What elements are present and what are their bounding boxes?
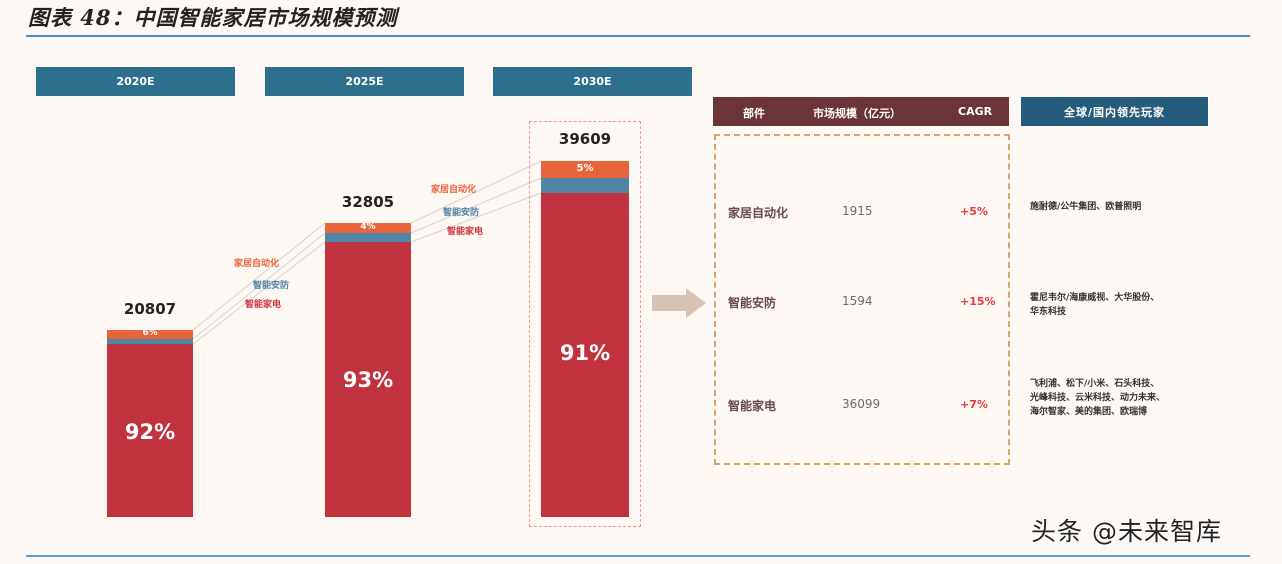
bar-2030: 5% 91% <box>541 161 629 517</box>
row-players: 霍尼韦尔/海康威视、大华股份、 华东科技 <box>1030 291 1230 319</box>
chart-title: 图表 48：中国智能家居市场规模预测 <box>28 5 398 30</box>
segment-smart-appliance <box>325 242 411 517</box>
players-line: 施耐德/公牛集团、欧普照明 <box>1030 202 1142 212</box>
callout-home-automation-2: 家居自动化 <box>431 185 477 195</box>
segment-smart-security <box>325 233 411 242</box>
bar-total-2020: 20807 <box>123 300 177 318</box>
row-cagr: +15% <box>960 295 996 308</box>
watermark: 头条 @未来智库 <box>1031 517 1222 546</box>
table-frame <box>714 134 1010 465</box>
players-line: 飞利浦、松下/小米、石头科技、 <box>1030 379 1160 389</box>
bottom-divider <box>26 555 1250 557</box>
row-players: 飞利浦、松下/小米、石头科技、 光峰科技、云米科技、动力未来、 海尔智家、美的集… <box>1030 377 1230 419</box>
callout-smart-security-2: 智能安防 <box>443 208 480 218</box>
row-component: 家居自动化 <box>728 206 789 220</box>
highlight-box-2030 <box>529 121 641 527</box>
callout-smart-appliance-1: 智能家电 <box>245 300 282 310</box>
segment-smart-appliance <box>107 344 193 517</box>
bar-2020: 6% 92% <box>107 328 193 517</box>
row-component: 智能安防 <box>728 296 777 310</box>
segment-label-home-automation: 5% <box>576 163 594 174</box>
players-line: 华东科技 <box>1030 307 1067 317</box>
callout-smart-appliance-2: 智能家电 <box>447 227 484 237</box>
players-header: 全球/国内领先玩家 <box>1021 97 1208 126</box>
segment-home-automation <box>325 223 411 233</box>
year-header-2020: 2020E <box>36 67 235 96</box>
players-line: 海尔智家、美的集团、欧瑞博 <box>1030 407 1148 417</box>
bar-total-2030: 39609 <box>558 130 612 148</box>
top-divider <box>26 35 1250 37</box>
row-market-size: 1915 <box>842 204 873 218</box>
bar-2025: 4% 93% <box>325 222 411 517</box>
players-line: 霍尼韦尔/海康威视、大华股份、 <box>1030 293 1160 303</box>
bar-total-2025: 32805 <box>341 193 395 211</box>
callout-home-automation-1: 家居自动化 <box>234 259 280 269</box>
year-header-2025: 2025E <box>265 67 464 96</box>
segment-smart-security <box>107 339 193 344</box>
segment-home-automation <box>541 161 629 178</box>
segment-home-automation <box>107 330 193 339</box>
segment-label-smart-appliance: 91% <box>559 341 611 365</box>
segment-smart-security <box>541 178 629 193</box>
year-header-2030: 2030E <box>493 67 692 96</box>
segment-smart-appliance <box>541 193 629 517</box>
header-component: 部件 <box>743 107 765 120</box>
callout-smart-security-1: 智能安防 <box>253 281 290 291</box>
row-market-size: 36099 <box>842 397 881 411</box>
row-component: 智能家电 <box>728 399 777 413</box>
header-market-size: 市场规模（亿元） <box>813 107 901 120</box>
row-cagr: +7% <box>960 398 988 411</box>
segment-label-smart-appliance: 92% <box>124 420 176 444</box>
arrow-right-icon <box>652 288 706 318</box>
row-cagr: +5% <box>960 205 988 218</box>
connector-lines <box>192 160 542 345</box>
players-line: 光峰科技、云米科技、动力未来、 <box>1030 393 1166 403</box>
segment-label-home-automation: 6% <box>142 328 158 338</box>
row-market-size: 1594 <box>842 294 873 308</box>
segment-label-home-automation: 4% <box>360 222 376 232</box>
table-header: 部件 市场规模（亿元） CAGR <box>713 97 1009 126</box>
segment-label-smart-appliance: 93% <box>342 368 394 392</box>
row-players: 施耐德/公牛集团、欧普照明 <box>1030 200 1230 214</box>
header-cagr: CAGR <box>958 105 993 118</box>
